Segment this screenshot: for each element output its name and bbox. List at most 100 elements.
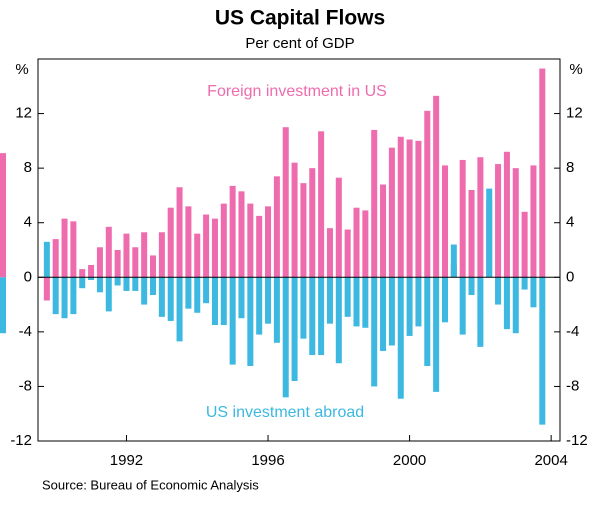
bar [105, 226, 112, 278]
bar [132, 277, 139, 291]
bar [353, 207, 360, 278]
bar [96, 277, 103, 293]
bar [273, 176, 280, 278]
bar [176, 277, 183, 342]
y-tick-label: -8 [19, 377, 32, 394]
bar [185, 277, 192, 309]
bar [406, 277, 413, 336]
bar [203, 277, 210, 304]
chart-title: US Capital Flows [215, 7, 385, 30]
bar [335, 177, 342, 278]
bar [167, 207, 174, 278]
bar [238, 277, 245, 319]
bar [256, 215, 263, 278]
bar [318, 131, 325, 278]
bar [371, 277, 378, 387]
bar [79, 277, 86, 289]
y-tick-label: 8 [24, 159, 32, 176]
bar [468, 189, 475, 278]
bar [495, 277, 502, 305]
y-tick-label: 4 [24, 214, 32, 231]
bar [88, 265, 95, 278]
bar [441, 165, 448, 278]
bar [229, 185, 236, 278]
bar [406, 139, 413, 278]
x-tick-label: 1996 [251, 452, 284, 469]
bar [326, 277, 333, 324]
bar [61, 218, 68, 278]
bar [459, 277, 466, 335]
bar [43, 277, 50, 301]
bar [380, 277, 387, 351]
bar [397, 277, 404, 399]
bar [158, 232, 165, 278]
bar [512, 277, 519, 334]
bar [158, 277, 165, 317]
y-tick-label: 12 [15, 105, 32, 122]
y2-tick-label: 8 [566, 159, 574, 176]
bar [318, 277, 325, 356]
bar [397, 136, 404, 278]
bar [300, 277, 307, 339]
bar [282, 277, 289, 398]
plot-frame [37, 58, 561, 442]
bar [291, 162, 298, 278]
bar [521, 211, 528, 278]
bar [123, 233, 130, 278]
bar [238, 191, 245, 278]
bar [424, 277, 431, 366]
y-tick-label: -4 [19, 323, 32, 340]
bar [150, 255, 157, 278]
bar [380, 184, 387, 278]
bar [0, 153, 7, 278]
bar [70, 277, 77, 315]
bar [362, 277, 369, 328]
bar [265, 206, 272, 278]
bar [503, 277, 510, 330]
bar [335, 277, 342, 364]
bar [539, 68, 546, 278]
bar [52, 239, 59, 278]
bar [247, 203, 254, 278]
bar [344, 277, 351, 317]
bar [371, 129, 378, 278]
bar [388, 277, 395, 346]
bar [530, 277, 537, 308]
bar [495, 164, 502, 278]
y-tick-label: 0 [24, 268, 32, 285]
bar [415, 277, 422, 327]
y-unit-left: % [15, 61, 28, 78]
bar [539, 277, 546, 425]
bar [61, 277, 68, 319]
y2-tick-label: -4 [566, 323, 579, 340]
bar [211, 277, 218, 326]
bar [441, 277, 448, 323]
bar [512, 168, 519, 278]
bar [220, 203, 227, 278]
bar [362, 210, 369, 278]
bar [43, 241, 50, 278]
bar [477, 157, 484, 278]
bar [176, 187, 183, 278]
bar [96, 247, 103, 278]
bar [88, 277, 95, 281]
bar [300, 183, 307, 278]
bar [220, 277, 227, 326]
bar [211, 218, 218, 278]
source-note: Source: Bureau of Economic Analysis [42, 477, 259, 492]
y2-tick-label: 4 [566, 214, 574, 231]
y2-tick-label: -12 [566, 432, 588, 449]
x-tick-label: 2004 [534, 452, 567, 469]
bar [141, 232, 148, 278]
y-tick-label: -12 [10, 432, 32, 449]
y-unit-right: % [569, 61, 582, 78]
bar [265, 277, 272, 324]
bar [70, 221, 77, 278]
bar [52, 277, 59, 315]
bar [424, 110, 431, 278]
bar [282, 127, 289, 278]
bar [530, 165, 537, 278]
bar [185, 206, 192, 278]
bar [468, 277, 475, 296]
